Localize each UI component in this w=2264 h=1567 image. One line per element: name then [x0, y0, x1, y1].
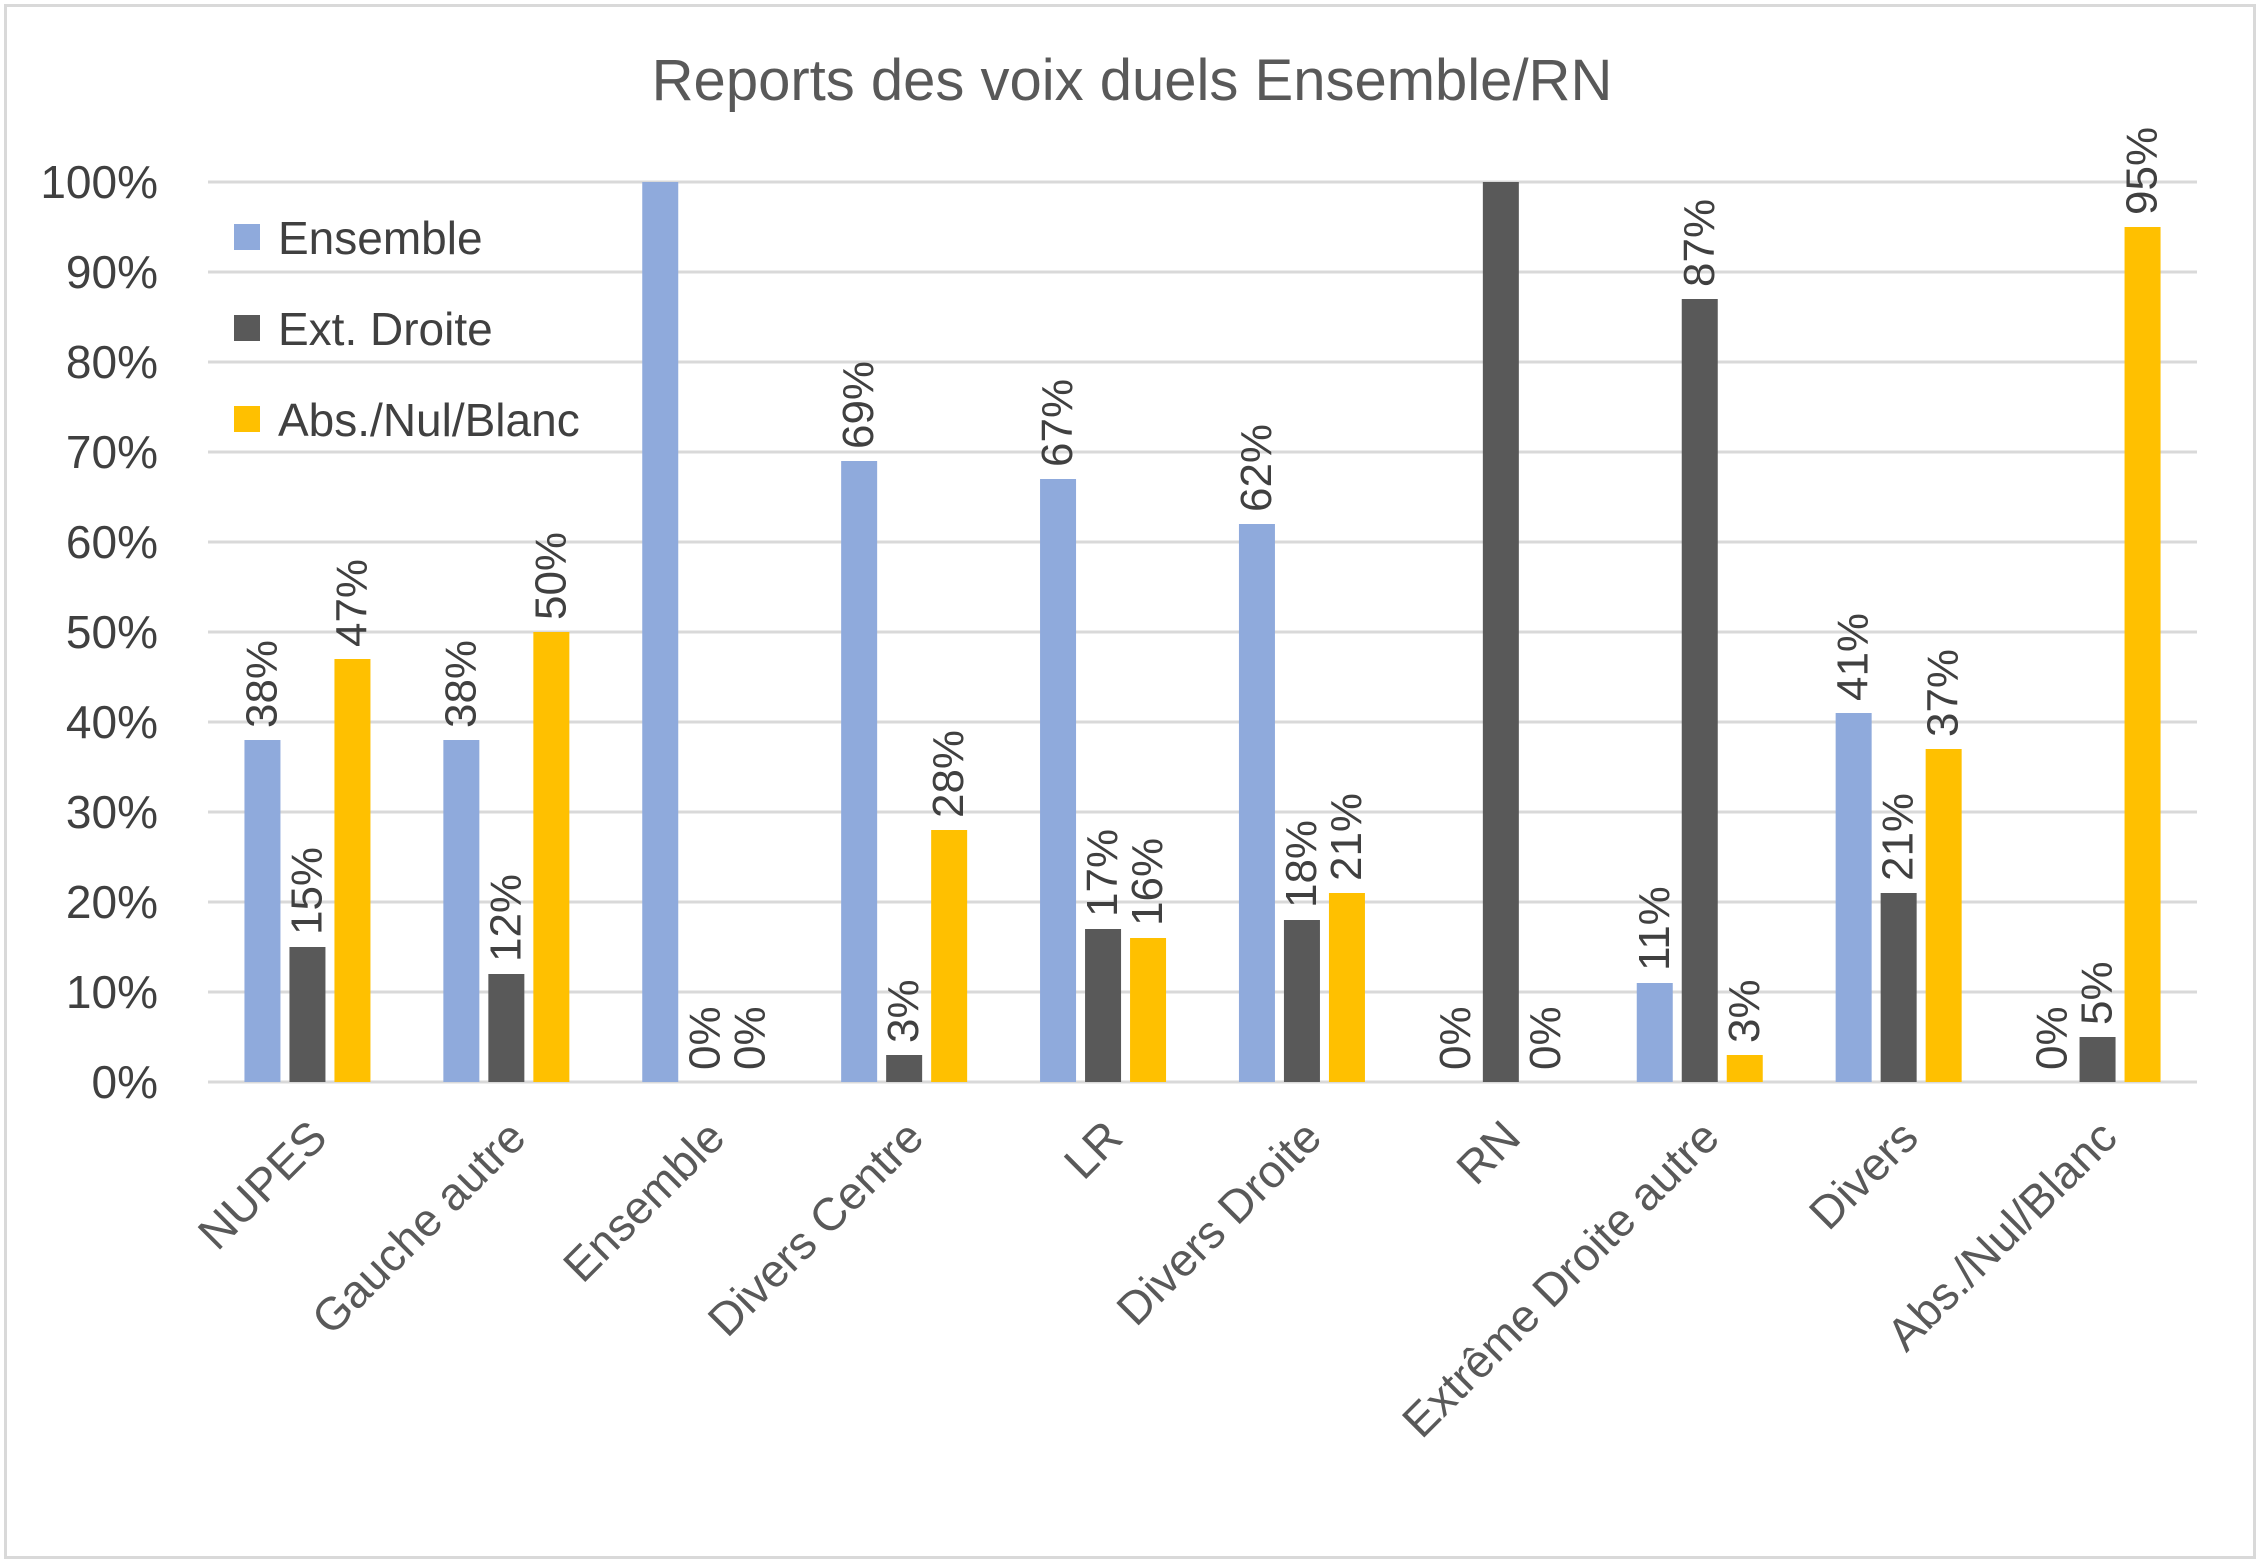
- data-label: 0%: [1521, 1006, 1570, 1070]
- y-tick-label: 20%: [66, 876, 158, 928]
- bar: [1328, 893, 1365, 1082]
- bar: [886, 1055, 923, 1082]
- data-label: 28%: [924, 730, 973, 818]
- bar: [1085, 929, 1122, 1082]
- y-tick-label: 70%: [66, 426, 158, 478]
- data-label: 37%: [1919, 649, 1968, 737]
- data-label: 5%: [2073, 961, 2122, 1025]
- chart-frame: [4, 4, 2256, 1559]
- legend: Ensemble Ext. Droite Abs./Nul/Blanc: [234, 212, 580, 446]
- x-category-label: Divers: [1799, 1110, 1928, 1239]
- data-label: 67%: [1033, 379, 1082, 467]
- legend-label: Abs./Nul/Blanc: [278, 394, 580, 446]
- y-tick-label: 50%: [66, 606, 158, 658]
- data-label: 0%: [2028, 1006, 2077, 1070]
- data-label: 87%: [1675, 199, 1724, 287]
- bar: [1482, 182, 1519, 1082]
- data-label: 50%: [526, 532, 575, 620]
- x-category-label: Divers Centre: [698, 1110, 934, 1346]
- data-label: 62%: [1232, 424, 1281, 512]
- data-label: 16%: [1123, 838, 1172, 926]
- data-label: 18%: [1277, 820, 1326, 908]
- data-label: 17%: [1078, 829, 1127, 917]
- data-label: 47%: [327, 559, 376, 647]
- legend-swatch: [234, 315, 260, 341]
- bars: [244, 182, 2161, 1082]
- bar: [488, 974, 525, 1082]
- y-tick-label: 40%: [66, 696, 158, 748]
- bar: [2079, 1037, 2116, 1082]
- data-label: 15%: [282, 847, 331, 935]
- bar: [1040, 479, 1077, 1082]
- data-label: 0%: [725, 1006, 774, 1070]
- bar: [1880, 893, 1917, 1082]
- y-tick-label: 30%: [66, 786, 158, 838]
- bar: [533, 632, 570, 1082]
- data-label: 21%: [1322, 793, 1371, 881]
- bar: [1130, 938, 1167, 1082]
- data-label: 21%: [1874, 793, 1923, 881]
- data-label: 41%: [1829, 613, 1878, 701]
- y-tick-label: 60%: [66, 516, 158, 568]
- bar: [2124, 227, 2161, 1082]
- x-category-label: Extrême Droite autre: [1392, 1110, 1729, 1447]
- legend-label: Ext. Droite: [278, 303, 493, 355]
- x-category-label: LR: [1054, 1110, 1132, 1188]
- legend-swatch: [234, 224, 260, 250]
- x-category-label: NUPES: [188, 1110, 337, 1259]
- data-labels: 38%15%47%38%12%50%0%0%69%3%28%67%17%16%6…: [237, 127, 2166, 1070]
- bar: [289, 947, 326, 1082]
- bar: [642, 182, 679, 1082]
- bar: [1636, 983, 1673, 1082]
- data-label: 38%: [237, 640, 286, 728]
- y-tick-label: 100%: [40, 156, 158, 208]
- bar: [931, 830, 968, 1082]
- legend-label: Ensemble: [278, 212, 483, 264]
- x-category-label: RN: [1446, 1110, 1530, 1194]
- y-axis-ticks: 0% 10% 20% 30% 40% 50% 60% 70% 80% 90% 100%: [40, 156, 158, 1108]
- y-tick-label: 10%: [66, 966, 158, 1018]
- data-label: 95%: [2118, 127, 2167, 215]
- data-label: 38%: [436, 640, 485, 728]
- data-label: 12%: [481, 874, 530, 962]
- data-label: 3%: [879, 979, 928, 1043]
- bar: [1238, 524, 1275, 1082]
- data-label: 11%: [1630, 886, 1679, 971]
- bar: [1283, 920, 1320, 1082]
- x-category-label: Ensemble: [553, 1110, 734, 1291]
- data-label: 69%: [834, 361, 883, 449]
- y-tick-label: 80%: [66, 336, 158, 388]
- bar: [1835, 713, 1872, 1082]
- y-tick-label: 90%: [66, 246, 158, 298]
- bar: [334, 659, 371, 1082]
- bar: [244, 740, 281, 1082]
- bar: [841, 461, 878, 1082]
- y-tick-label: 0%: [92, 1056, 158, 1108]
- bar: [1925, 749, 1962, 1082]
- data-label: 3%: [1720, 979, 1769, 1043]
- x-category-label: Divers Droite: [1106, 1110, 1331, 1335]
- x-category-label: Gauche autre: [302, 1110, 536, 1344]
- data-label: 0%: [1431, 1006, 1480, 1070]
- bar: [1681, 299, 1718, 1082]
- bar: [443, 740, 480, 1082]
- data-label: 0%: [680, 1006, 729, 1070]
- legend-swatch: [234, 406, 260, 432]
- bar: [1726, 1055, 1763, 1082]
- chart-title: Reports des voix duels Ensemble/RN: [652, 48, 1613, 113]
